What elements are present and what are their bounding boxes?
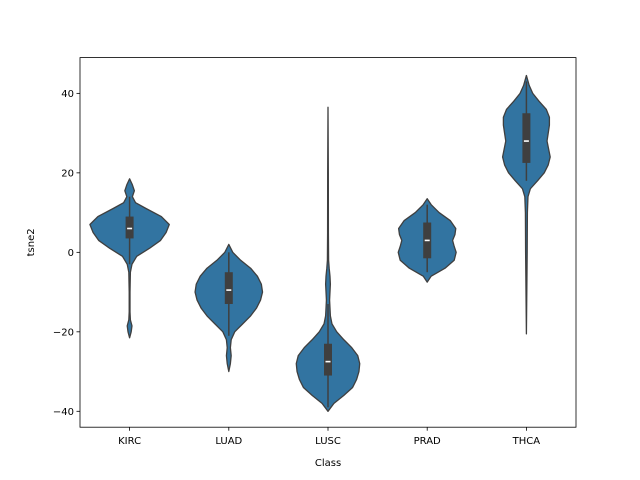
violin-body <box>295 106 361 412</box>
violin-kirc <box>89 178 170 339</box>
y-tick-label: 20 <box>61 168 74 179</box>
violin-prad <box>397 198 457 283</box>
y-axis: −40 −20 0 20 40 <box>53 89 80 418</box>
x-tick-label: LUAD <box>215 436 242 447</box>
x-tick-label: LUSC <box>315 436 341 447</box>
violin-luad <box>194 243 264 373</box>
y-tick-label: −20 <box>53 327 74 338</box>
violin-iqr-box <box>125 216 134 239</box>
violin-thca <box>501 74 551 335</box>
x-tick-label: PRAD <box>414 436 441 447</box>
y-tick-label: −40 <box>53 407 74 418</box>
violin-body <box>501 74 551 335</box>
violin-iqr-box <box>224 272 233 304</box>
violin-iqr-box <box>324 343 332 376</box>
y-tick-label: 0 <box>68 248 74 259</box>
y-axis-label: tsne2 <box>26 228 37 256</box>
x-tick-label: KIRC <box>118 436 141 447</box>
x-axis: KIRC LUAD LUSC PRAD THCA <box>118 427 540 447</box>
x-tick-label: THCA <box>512 436 541 447</box>
violin-iqr-box <box>522 113 531 163</box>
violin-lusc <box>295 106 361 412</box>
y-tick-label: 40 <box>61 89 74 100</box>
x-axis-label: Class <box>315 458 341 469</box>
violins-layer <box>89 74 551 412</box>
